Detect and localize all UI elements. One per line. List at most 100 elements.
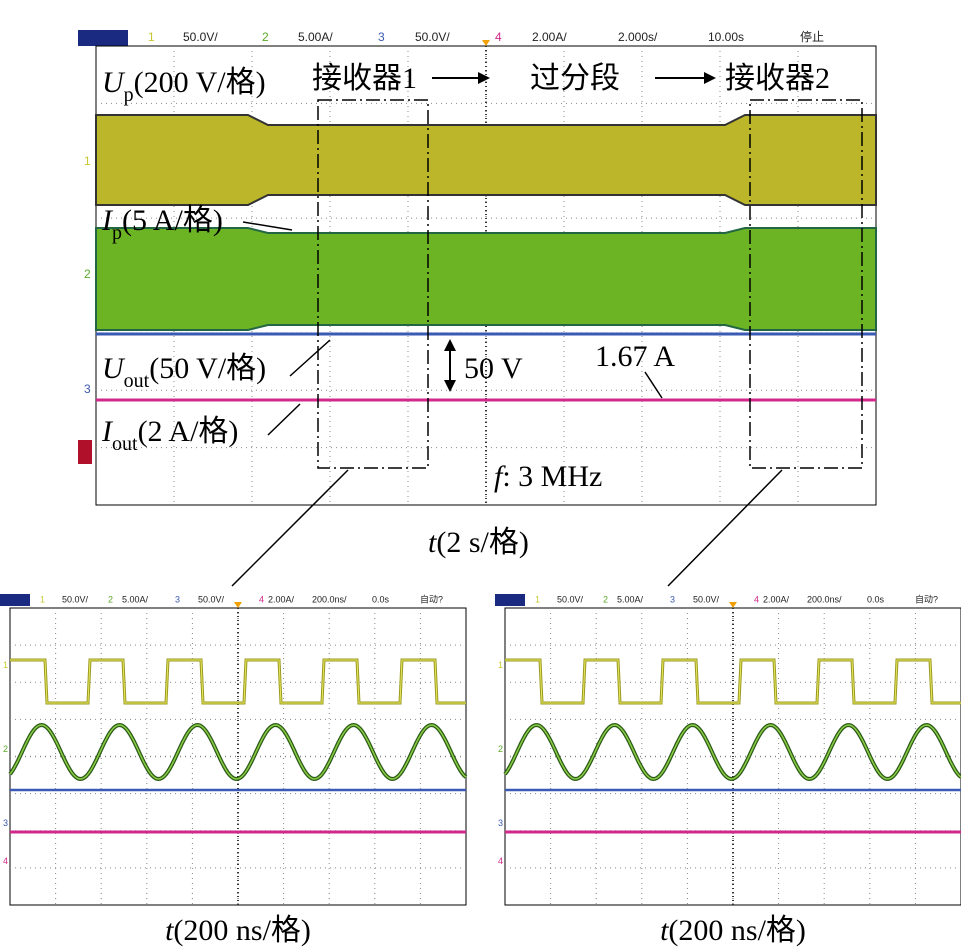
channel-4-marker bbox=[78, 440, 92, 464]
channel-scale: 2.00A/ bbox=[268, 594, 295, 604]
stage: 接收器2 bbox=[725, 62, 830, 95]
channel-number: 1 bbox=[40, 594, 45, 604]
status-logo bbox=[0, 594, 30, 606]
label: Uout(50 V/格) bbox=[102, 352, 266, 392]
leader bbox=[644, 371, 663, 399]
text: (5 A/格) bbox=[122, 204, 223, 237]
arrow-head bbox=[478, 72, 490, 84]
trigger-marker bbox=[482, 40, 490, 46]
channel-number: 3 bbox=[175, 594, 180, 604]
status-position: 0.0s bbox=[867, 594, 885, 604]
status-state: 自动? bbox=[420, 593, 443, 604]
status-state: 停止 bbox=[800, 29, 824, 44]
symbol: t bbox=[660, 914, 669, 947]
channel-scale: 2.00A/ bbox=[532, 30, 567, 44]
status-position: 0.0s bbox=[372, 594, 390, 604]
stage: 接收器1 bbox=[312, 62, 417, 95]
text: (200 ns/格) bbox=[668, 914, 806, 947]
arrow-head bbox=[444, 339, 456, 392]
stage: 过分段 bbox=[530, 62, 620, 95]
symbol: U bbox=[102, 352, 126, 385]
status-position: 10.00s bbox=[708, 30, 744, 44]
subscript: out bbox=[112, 433, 138, 455]
channel-scale: 50.0V/ bbox=[183, 30, 218, 44]
channel-scale: 50.0V/ bbox=[62, 594, 89, 604]
status-state: 自动? bbox=[915, 593, 938, 604]
symbol: t bbox=[428, 526, 437, 559]
signal-envelope bbox=[95, 114, 877, 206]
channel-number: 4 bbox=[495, 30, 502, 44]
leader bbox=[289, 339, 331, 377]
symbol: I bbox=[101, 204, 114, 237]
leader bbox=[267, 403, 301, 436]
channel-marker: 4 bbox=[3, 856, 8, 866]
channel-number: 1 bbox=[535, 594, 540, 604]
voltage-note: 50 V bbox=[464, 352, 523, 385]
subscript: p bbox=[112, 222, 122, 244]
channel-marker: 4 bbox=[498, 856, 503, 866]
channel-scale: 5.00A/ bbox=[122, 594, 149, 604]
arrow-head bbox=[704, 72, 716, 84]
channel-scale: 5.00A/ bbox=[298, 30, 333, 44]
zoom-link bbox=[231, 469, 349, 587]
text: (200 V/格) bbox=[134, 66, 266, 99]
square-wave-core bbox=[505, 659, 961, 704]
channel-number: 2 bbox=[603, 594, 608, 604]
text: (50 V/格) bbox=[149, 352, 266, 385]
channel-marker: 3 bbox=[84, 382, 91, 396]
symbol: U bbox=[102, 66, 126, 99]
text: : 3 MHz bbox=[502, 460, 602, 493]
symbol: t bbox=[165, 914, 174, 947]
sine-wave-core bbox=[9, 724, 467, 780]
channel-scale: 50.0V/ bbox=[693, 594, 720, 604]
channel-marker: 1 bbox=[3, 660, 8, 670]
status-logo bbox=[78, 30, 128, 46]
trigger-marker bbox=[234, 602, 242, 608]
label: f: 3 MHz bbox=[494, 460, 602, 493]
channel-number: 2 bbox=[108, 594, 113, 604]
channel-marker: 1 bbox=[498, 660, 503, 670]
label: Iout(2 A/格) bbox=[101, 415, 238, 455]
channel-marker: 3 bbox=[498, 818, 503, 828]
signal-envelope bbox=[95, 227, 877, 331]
sine-wave-core bbox=[504, 724, 961, 780]
current-note: 1.67 A bbox=[595, 340, 675, 373]
symbol: I bbox=[101, 415, 114, 448]
zoom-link bbox=[667, 469, 783, 587]
channel-number: 4 bbox=[259, 594, 264, 604]
leader bbox=[242, 221, 293, 231]
channel-scale: 5.00A/ bbox=[617, 594, 644, 604]
status-timebase: 2.000s/ bbox=[618, 30, 658, 44]
label: t(200 ns/格) bbox=[165, 914, 311, 947]
text: (2 A/格) bbox=[138, 415, 239, 448]
status-timebase: 200.0ns/ bbox=[312, 594, 347, 604]
channel-marker: 2 bbox=[3, 744, 8, 754]
channel-number: 1 bbox=[148, 30, 155, 44]
channel-number: 3 bbox=[378, 30, 385, 44]
square-wave-core bbox=[10, 659, 466, 704]
channel-marker: 1 bbox=[84, 154, 91, 168]
text: (2 s/格) bbox=[436, 526, 529, 559]
label: t(200 ns/格) bbox=[660, 914, 806, 947]
label: t(2 s/格) bbox=[428, 526, 529, 559]
channel-marker: 3 bbox=[3, 818, 8, 828]
channel-number: 3 bbox=[670, 594, 675, 604]
channel-scale: 2.00A/ bbox=[763, 594, 790, 604]
channel-marker: 2 bbox=[498, 744, 503, 754]
status-logo bbox=[495, 594, 525, 606]
channel-scale: 50.0V/ bbox=[557, 594, 584, 604]
channel-scale: 50.0V/ bbox=[198, 594, 225, 604]
subscript: p bbox=[124, 84, 134, 106]
trigger-marker bbox=[729, 602, 737, 608]
subscript: out bbox=[124, 370, 150, 392]
text: (200 ns/格) bbox=[173, 914, 311, 947]
zoom-window bbox=[317, 99, 429, 469]
status-timebase: 200.0ns/ bbox=[807, 594, 842, 604]
channel-scale: 50.0V/ bbox=[415, 30, 450, 44]
label: Ip(5 A/格) bbox=[101, 204, 223, 244]
channel-marker: 2 bbox=[84, 267, 91, 281]
channel-number: 4 bbox=[754, 594, 759, 604]
channel-number: 2 bbox=[262, 30, 269, 44]
zoom-window bbox=[749, 99, 863, 469]
